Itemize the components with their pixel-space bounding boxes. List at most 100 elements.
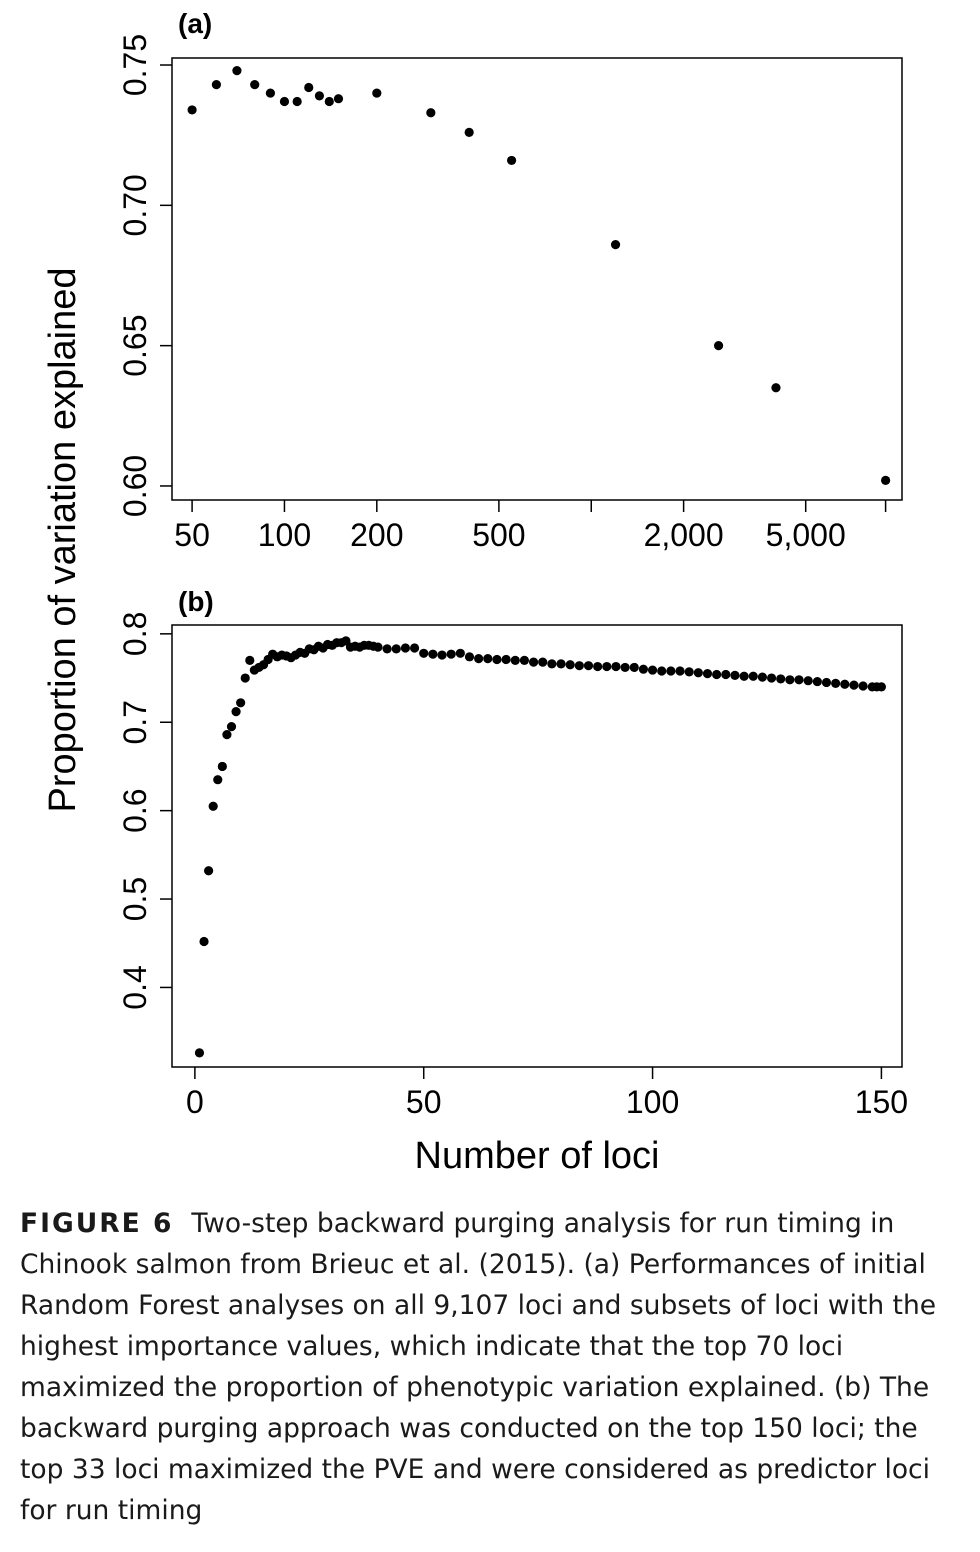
panel-b-points: [194, 636, 887, 1058]
panel-b-data-point: [730, 670, 740, 680]
panel-b-data-point: [510, 655, 520, 665]
panel-a-data-point: [250, 80, 260, 90]
panel-a-label: (a): [178, 8, 212, 39]
panel-b-data-point: [849, 680, 859, 690]
panel-a-data-point: [304, 82, 314, 93]
panel-a-x-tick-label: 5,000: [766, 517, 846, 553]
panel-a-y-tick-label: 0.60: [117, 455, 153, 517]
panel-a-data-point: [232, 66, 242, 76]
panel-b-data-point: [629, 662, 639, 673]
panel-b-data-point: [217, 761, 227, 772]
panel-b-data-point: [602, 661, 612, 672]
panel-b-frame: [171, 624, 903, 1068]
panel-a-frame: [171, 57, 903, 501]
panel-b-data-point: [236, 698, 246, 708]
panel-b-data-point: [373, 642, 383, 652]
panel-a-x-tick-label: 500: [472, 517, 525, 553]
panel-a-y-tick-label: 0.70: [117, 174, 153, 236]
panel-b-data-point: [593, 661, 603, 672]
panel-b-data-point: [409, 643, 420, 653]
panel-b-data-point: [240, 673, 250, 683]
panel-a-x-tick-label: 2,000: [644, 517, 724, 553]
panel-b-data-point: [455, 648, 465, 658]
panel-b-data-point: [812, 676, 822, 687]
panel-b-y-tick-label: 0.4: [117, 965, 153, 1009]
panel-b-data-point: [831, 678, 841, 688]
panel-a-data-point: [279, 96, 290, 107]
panel-a-x-tick-label: 100: [258, 517, 311, 553]
panel-a-data-point: [713, 341, 724, 351]
panel-b-y-tick-label: 0.8: [117, 612, 153, 656]
panel-a-x-axis: 50 100 200 500 2,000 5,000: [174, 500, 887, 553]
panel-a-data-point: [265, 88, 276, 98]
panel-b-data-point: [858, 681, 868, 691]
panel-b-data-point: [199, 936, 209, 947]
panel-b-data-point: [675, 666, 685, 676]
panel-a-data-point: [292, 96, 302, 107]
panel-b-x-tick-label: 150: [855, 1084, 908, 1120]
panel-b-data-point: [766, 673, 777, 683]
panel-b-data-point: [446, 649, 456, 659]
panel-a-data-point: [333, 94, 344, 104]
panel-b-data-point: [231, 707, 241, 717]
panel-a-data-point: [324, 96, 334, 107]
panel-b-data-point: [574, 661, 584, 671]
x-axis-title: Number of loci: [415, 1135, 660, 1177]
panel-b-data-point: [419, 648, 429, 658]
panel-a-points: [187, 66, 891, 485]
panel-b-data-point: [222, 730, 232, 740]
panel-a-data-point: [464, 127, 474, 137]
panel-b-y-tick-label: 0.7: [117, 700, 153, 744]
panel-b-data-point: [583, 661, 594, 671]
panel-b-x-tick-label: 100: [626, 1084, 679, 1120]
panel-b-x-tick-label: 0: [186, 1084, 204, 1120]
panel-b-data-point: [208, 801, 218, 811]
panel-a-data-point: [771, 383, 781, 393]
panel-b-data-point: [803, 676, 813, 686]
panel-b-data-point: [702, 669, 713, 679]
panel-b-y-tick-label: 0.5: [117, 877, 153, 921]
panel-b-data-point: [638, 664, 649, 674]
panel-b-data-point: [712, 669, 722, 680]
panel-a-data-point: [211, 80, 221, 90]
panel-b-data-point: [492, 654, 502, 665]
panel-b-data-point: [382, 644, 392, 654]
panel-b-data-point: [213, 775, 223, 785]
panel-a-data-point: [187, 105, 197, 115]
panel-a-data-point: [372, 88, 382, 98]
panel-a-x-tick-label: 200: [350, 517, 403, 553]
panel-a-data-point: [880, 475, 891, 485]
panel-a-y-axis: 0.60 0.65 0.70 0.75: [117, 34, 172, 517]
panel-b-y-tick-label: 0.6: [117, 788, 153, 832]
panel-b-data-point: [204, 866, 214, 876]
panel-b-data-point: [876, 682, 887, 692]
panel-b-data-point: [428, 649, 438, 659]
y-axis-title: Proportion of variation explained: [42, 267, 84, 812]
panel-b-data-point: [693, 668, 703, 678]
panel-b-data-point: [501, 654, 511, 665]
panel-a-data-point: [610, 240, 621, 250]
panel-b-data-point: [757, 672, 768, 682]
panel-b-data-point: [226, 722, 237, 732]
figure-6-chart: (a) 50 100 200 500 2,000 5,000 0.600.650.700.…: [42, 8, 908, 1177]
panel-b-data-point: [721, 669, 731, 680]
figure-caption: FIGURE 6 Two-step backward purging analys…: [20, 1203, 960, 1531]
panel-b-data-point: [556, 659, 566, 669]
panel-b-y-axis: 0.4 0.5 0.6 0.7 0.8: [117, 612, 172, 1010]
panel-b-data-point: [666, 666, 676, 676]
panel-b-data-point: [547, 659, 557, 669]
panel-b-data-point: [464, 652, 475, 662]
panel-b-data-point: [483, 653, 493, 664]
caption-text: Two-step backward purging analysis for r…: [20, 1208, 937, 1526]
panel-b-label: (b): [178, 586, 214, 617]
panel-b-data-point: [739, 671, 749, 681]
panel-b-data-point: [538, 657, 548, 667]
panel-a-data-point: [506, 155, 517, 166]
panel-b: (b) 0 50 100 150 0.4 0.5 0.6 0.7 0.8: [117, 586, 908, 1120]
panel-b-data-point: [611, 661, 621, 672]
panel-b-data-point: [194, 1048, 205, 1058]
panel-b-data-point: [245, 655, 255, 665]
panel-b-x-tick-label: 50: [406, 1084, 442, 1120]
panel-b-data-point: [474, 653, 484, 664]
panel-b-data-point: [684, 667, 694, 677]
